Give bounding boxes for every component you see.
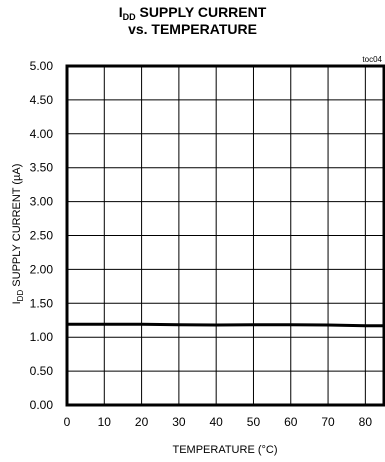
x-tick-label: 70 — [321, 415, 335, 429]
x-tick-label: 40 — [209, 415, 223, 429]
supply-current-line — [67, 322, 384, 328]
y-tick-label: 0.00 — [30, 398, 54, 412]
y-tick-label: 1.00 — [30, 330, 54, 344]
y-tick-label: 2.50 — [30, 229, 54, 243]
x-tick-label: 0 — [64, 415, 71, 429]
x-axis-label: TEMPERATURE (°C) — [172, 444, 277, 456]
x-tick-label: 20 — [135, 415, 149, 429]
x-tick-labels: 0 10 20 30 40 50 60 70 80 — [64, 415, 373, 429]
chart-title-line-1: IDD SUPPLY CURRENT — [118, 4, 267, 22]
y-tick-label: 3.00 — [30, 195, 54, 209]
x-tick-label: 50 — [247, 415, 261, 429]
y-tick-label: 2.00 — [30, 262, 54, 276]
x-tick-label: 10 — [98, 415, 112, 429]
y-tick-label: 5.00 — [30, 59, 54, 73]
y-tick-label: 1.50 — [30, 296, 54, 310]
series-lines — [66, 322, 385, 328]
grid — [65, 64, 385, 407]
x-tick-label: 30 — [172, 415, 186, 429]
x-tick-label: 60 — [284, 415, 298, 429]
y-tick-label: 4.00 — [30, 127, 54, 141]
figure-tag: toc04 — [362, 55, 382, 64]
x-tick-label: 80 — [359, 415, 373, 429]
y-tick-label: 3.50 — [30, 161, 54, 175]
y-tick-labels: 0.00 0.50 1.00 1.50 2.00 2.50 3.00 3.50 4.00 4.50… — [30, 59, 54, 412]
chart-title-line-2: vs. TEMPERATURE — [128, 21, 257, 37]
y-tick-label: 0.50 — [30, 364, 54, 378]
y-tick-label: 4.50 — [30, 93, 54, 107]
y-axis-label: IDD SUPPLY CURRENT (µA) — [11, 164, 25, 305]
plot-frame — [65, 64, 385, 407]
